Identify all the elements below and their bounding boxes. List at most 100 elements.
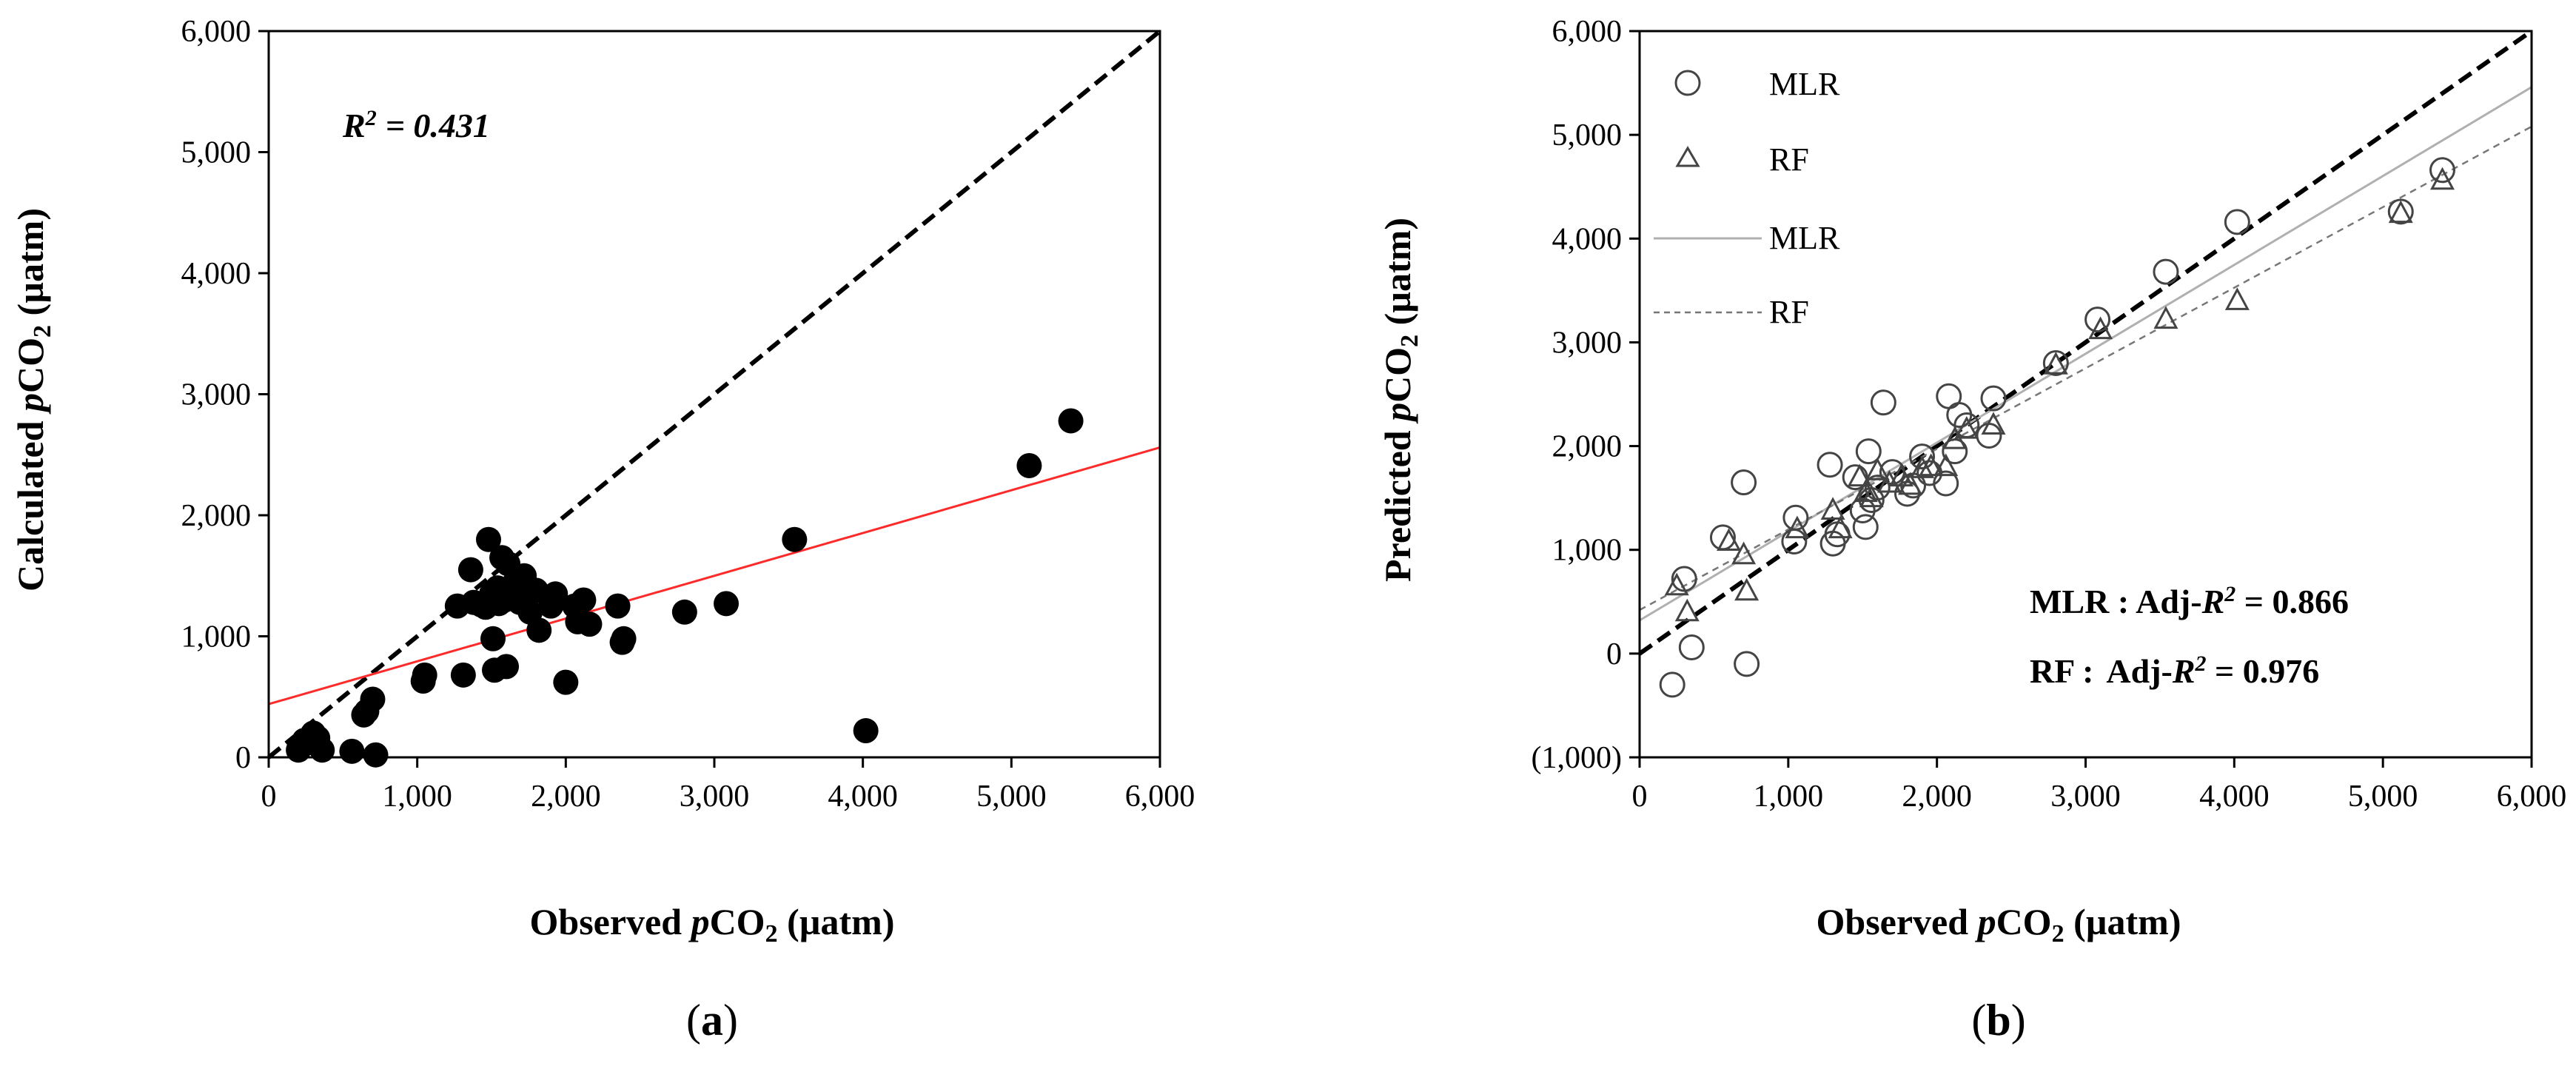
data-point-mlr [1936, 383, 1962, 409]
data-point-rf [1716, 528, 1742, 552]
panel-a-y-tick-labels: 0 1,000 2,000 3,000 4,000 5,000 6,000 [181, 15, 269, 775]
panel-b-x-tick-labels: 0 1,000 2,000 3,000 4,000 5,000 6,000 [1632, 757, 2567, 814]
y-tick-label: 5,000 [181, 136, 252, 170]
data-point-rf [2429, 167, 2455, 190]
data-point-mlr [1980, 385, 2007, 412]
panel-b-marks [1638, 29, 2533, 698]
x-tick-label: 1,000 [382, 780, 452, 814]
data-point-rf [1734, 577, 1760, 601]
y-tick-label: 2,000 [1552, 430, 1623, 464]
mlr-sup: 2 [2224, 582, 2235, 606]
panel-a-label: (a) [686, 996, 738, 1045]
y-tick-label: 6,000 [181, 15, 252, 49]
x-tick-label: 6,000 [1125, 780, 1195, 814]
x-tick-label: 5,000 [976, 780, 1047, 814]
r2-sup: 2 [365, 106, 377, 130]
mlr-value: = 0.866 [2244, 583, 2349, 620]
panel-b-legend: MLR RF MLR RF [1654, 66, 1840, 330]
y-tick-label: (1,000) [1532, 741, 1622, 775]
data-point-mlr [2153, 258, 2179, 285]
y-tick-label: 5,000 [1552, 118, 1623, 153]
data-point [543, 581, 568, 607]
data-point-rf [1981, 412, 2006, 435]
data-point-rf [1828, 515, 1853, 539]
data-point-mlr [1909, 443, 1936, 470]
data-point-rf [1888, 463, 1913, 487]
data-point [339, 738, 365, 764]
x-tick-label: 6,000 [2497, 780, 2567, 814]
rf-model: RF : [2030, 652, 2093, 690]
data-point [526, 617, 552, 643]
data-point [309, 737, 335, 763]
data-point-mlr [2429, 157, 2455, 184]
data-point [553, 669, 579, 695]
panel-a: 0 1,000 2,000 3,000 4,000 5,000 6,000 0 1,000 2,… [10, 15, 1195, 1045]
x-tick-label: 3,000 [2050, 780, 2121, 814]
panel-b-letter: b [1986, 996, 2010, 1045]
data-point-rf [1876, 469, 1902, 493]
data-point [605, 593, 631, 619]
data-point-rf [1731, 541, 1757, 565]
panel-b-y-tick-labels: (1,000) 0 1,000 2,000 3,000 4,000 5,000 6,000 [1532, 15, 1640, 775]
legend-mlr-circle-icon [1674, 70, 1701, 96]
data-point-rf [1898, 472, 1923, 495]
line-1-1 [1638, 29, 2533, 656]
data-point [577, 611, 603, 637]
data-point [494, 654, 520, 680]
x-tick-label: 1,000 [1754, 780, 1824, 814]
panel-b-plot-frame [1638, 30, 2533, 759]
data-point [671, 599, 697, 625]
data-point-mlr [1782, 504, 1809, 531]
legend-mlr-line-label: MLR [1769, 220, 1840, 256]
x-tick-label: 2,000 [531, 780, 601, 814]
r2-symbol: R [342, 107, 366, 144]
legend-rf-line-label: RF [1769, 294, 1809, 330]
data-point [475, 526, 501, 552]
data-point-mlr [1659, 671, 1686, 698]
line-rf [1639, 125, 2532, 611]
x-tick-label: 0 [1632, 780, 1648, 814]
data-point-mlr [1817, 452, 1843, 478]
data-point-mlr [1709, 524, 1736, 551]
mlr-metric: Adj- [2136, 583, 2201, 620]
panel-a-letter: a [701, 996, 723, 1045]
data-point-mlr [1933, 470, 1959, 497]
data-point-rf [2043, 352, 2068, 375]
data-point [853, 718, 879, 744]
y-tick-label: 2,000 [181, 499, 252, 533]
legend-rf-points-label: RF [1769, 141, 1809, 178]
mlr-model: MLR : [2030, 583, 2129, 620]
data-point-mlr [1942, 438, 1968, 465]
data-point [782, 526, 808, 552]
data-point-rf [1820, 497, 1845, 520]
data-point-rf [1674, 598, 1700, 622]
x-tick-label: 3,000 [680, 780, 750, 814]
panel-a-x-tick-labels: 0 1,000 2,000 3,000 4,000 5,000 6,000 [261, 757, 1195, 814]
data-point [412, 662, 437, 688]
data-point-mlr [1781, 529, 1808, 555]
panel-a-r2-annotation: R2 = 0.431 [342, 106, 490, 145]
data-point-rf [1910, 455, 1935, 478]
panel-b-y-axis-title: Predicted pCO2 (µatm) [1377, 218, 1423, 582]
legend-mlr-points-label: MLR [1769, 66, 1840, 102]
data-point [611, 626, 637, 651]
data-point [457, 557, 483, 583]
data-point-mlr [2224, 209, 2250, 235]
data-point-mlr [1734, 651, 1760, 677]
y-tick-label: 1,000 [1552, 534, 1623, 568]
y-tick-label: 3,000 [181, 378, 252, 412]
data-point-rf [1853, 479, 1878, 503]
data-point-mlr [1870, 389, 1896, 416]
data-point-mlr [2042, 349, 2069, 376]
y-tick-label: 4,000 [181, 257, 252, 291]
x-tick-label: 4,000 [828, 780, 898, 814]
data-point-rf [2388, 200, 2413, 224]
rf-r: R [2172, 652, 2196, 690]
data-point-mlr [2084, 306, 2111, 333]
y-tick-label: 3,000 [1552, 326, 1623, 360]
data-point [480, 626, 506, 651]
data-point-rf [1785, 515, 1810, 539]
panel-b: 0 1,000 2,000 3,000 4,000 5,000 6,000 (1,000) 0… [1377, 15, 2566, 1045]
data-point-mlr [1852, 514, 1879, 540]
